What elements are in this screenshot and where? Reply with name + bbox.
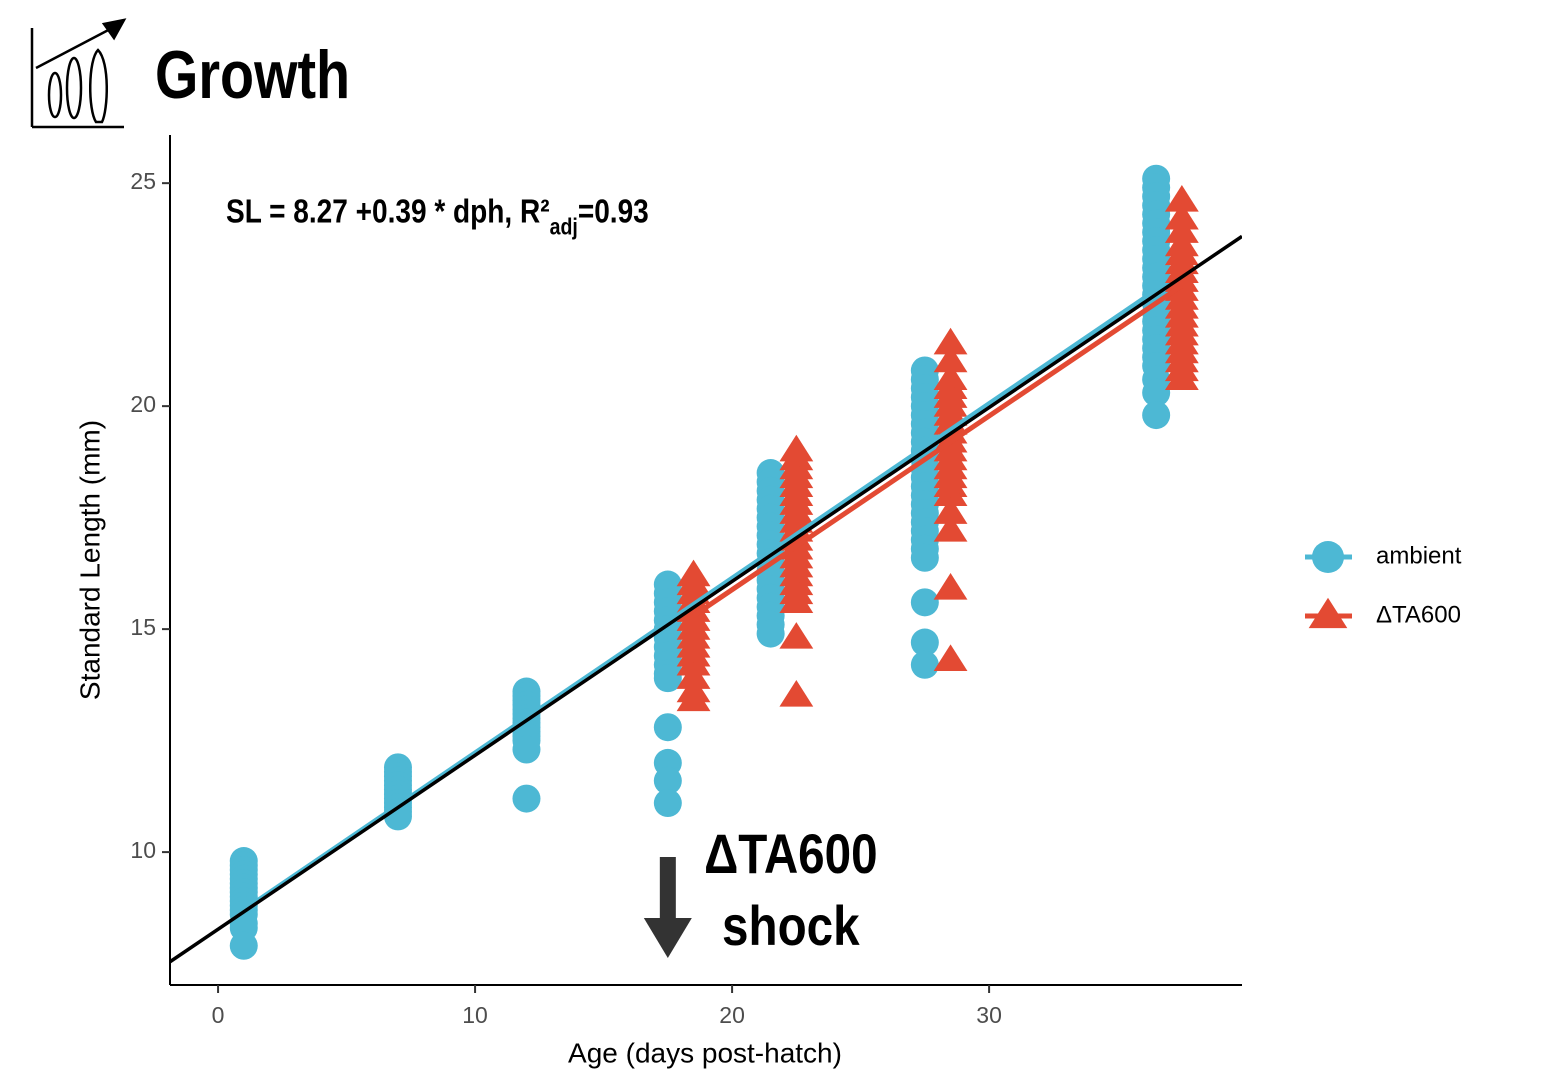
triangle-point	[1309, 598, 1348, 628]
circle-point	[512, 785, 540, 813]
circle-point	[911, 588, 939, 616]
circle-point	[757, 620, 785, 648]
triangle-point	[934, 573, 968, 600]
circle-point	[1142, 401, 1170, 429]
circle-point	[911, 651, 939, 679]
legend-label: ambient	[1376, 542, 1462, 569]
x-axis-label: Age (days post-hatch)	[568, 1037, 842, 1068]
circle-point	[1312, 541, 1344, 573]
x-tick-label: 0	[212, 1002, 225, 1028]
y-tick-label: 10	[130, 837, 156, 863]
chart: Growth SL = 8.27 +0.39 * dph, R²adj=0.93…	[0, 0, 1554, 1079]
circle-point	[654, 713, 682, 741]
circle-point	[230, 932, 258, 960]
x-tick-label: 30	[976, 1002, 1002, 1028]
triangle-point	[934, 644, 968, 671]
y-tick-label: 15	[130, 614, 156, 640]
annotation-text: ΔTA600	[704, 823, 877, 885]
y-axis-label: Standard Length (mm)	[74, 420, 105, 700]
growth-icon	[32, 20, 124, 127]
circle-point	[654, 789, 682, 817]
annotation-arrow-head	[644, 918, 692, 958]
chart-title: Growth	[155, 38, 350, 113]
fit-line	[244, 290, 1156, 910]
circle-point	[512, 736, 540, 764]
x-tick-label: 10	[462, 1002, 488, 1028]
annotation-text: shock	[722, 895, 860, 957]
triangle-point	[779, 680, 813, 707]
equation-main: SL = 8.27 +0.39 * dph, R²	[226, 194, 550, 231]
equation-sub: adj	[550, 214, 578, 240]
circle-point	[911, 544, 939, 572]
fit-line	[694, 286, 1182, 616]
y-tick-label: 25	[130, 168, 156, 194]
equation-tail: =0.93	[578, 194, 649, 231]
x-tick-label: 20	[719, 1002, 745, 1028]
equation: SL = 8.27 +0.39 * dph, R²adj=0.93	[226, 194, 649, 240]
y-tick-label: 20	[130, 391, 156, 417]
legend-label: ΔTA600	[1376, 601, 1461, 628]
